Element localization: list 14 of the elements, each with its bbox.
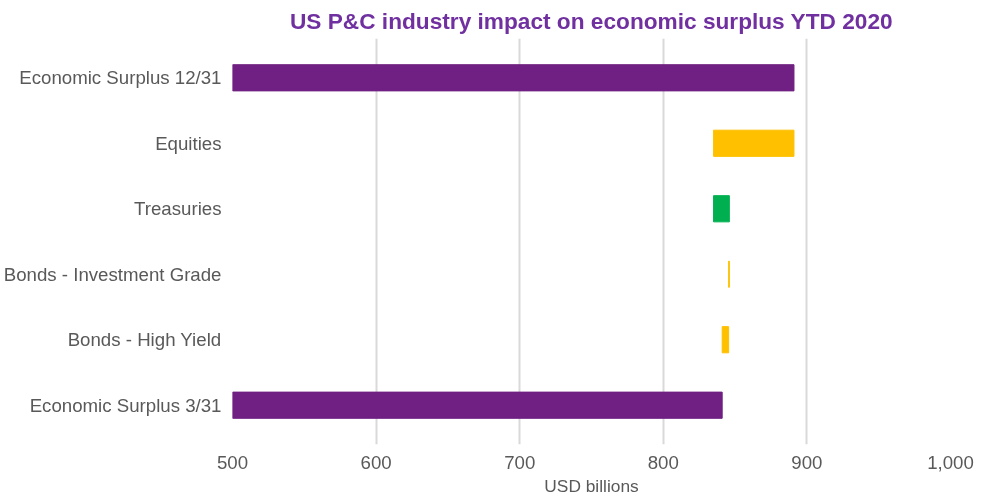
x-tick-label: 500 [216,451,249,473]
y-tick-label: Bonds - High Yield [67,329,222,351]
x-tick-label: 800 [647,451,679,473]
x-tick-label: 600 [360,451,392,473]
chart-title: US P&C industry impact on economic surplus YTD 2020 [289,7,893,34]
x-axis-title: USD billions [544,475,640,496]
y-tick-label: Equities [155,132,222,154]
y-tick-label: Bonds - Investment Grade [3,263,222,285]
y-tick-label: Economic Surplus 3/31 [29,394,222,416]
x-tick-label: 900 [791,451,823,473]
x-tick-label: 700 [504,451,536,473]
y-tick-label: Treasuries [134,198,222,220]
y-tick-label: Economic Surplus 12/31 [19,67,222,89]
x-tick-label: 1,000 [927,451,974,473]
